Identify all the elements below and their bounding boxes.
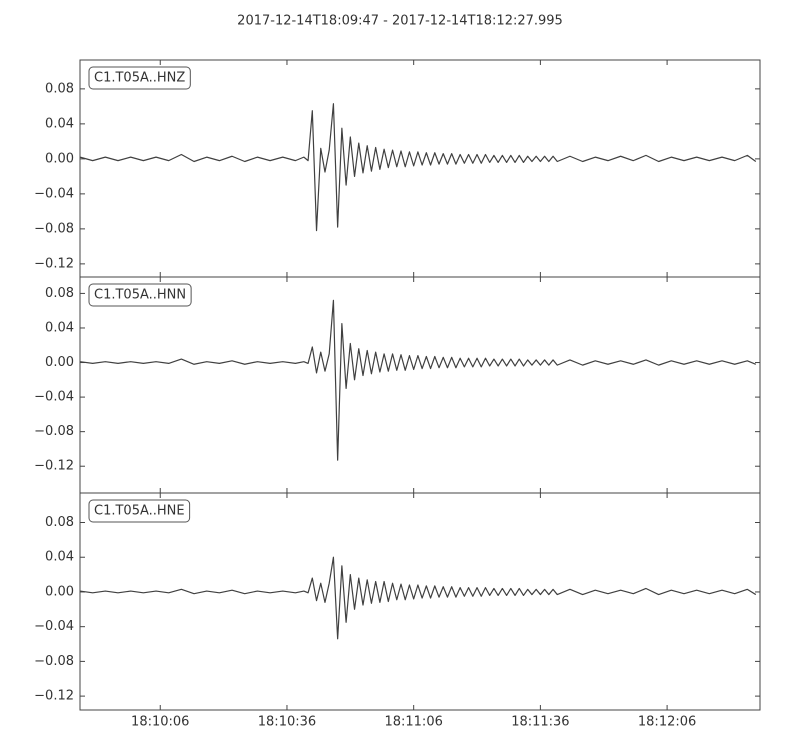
trace xyxy=(79,556,757,640)
x-tick-label: 18:10:06 xyxy=(131,715,189,730)
y-tick-label: −0.12 xyxy=(34,459,74,474)
y-tick-label: −0.08 xyxy=(34,424,74,439)
y-tick-label: 0.00 xyxy=(45,355,74,370)
axes-frame xyxy=(79,492,761,711)
y-tick-label: −0.08 xyxy=(34,221,74,236)
y-tick-label: −0.12 xyxy=(34,689,74,704)
trace-name: C1.T05A..HNE xyxy=(94,504,185,519)
x-tick-label: 18:12:06 xyxy=(638,715,696,730)
panel: −0.12 −0.08 −0.04 0.00 0.04 0.08 C1.T05A..HNN xyxy=(34,276,761,494)
y-tick-label: −0.04 xyxy=(34,186,74,201)
trace-label: C1.T05A..HNZ xyxy=(88,66,191,90)
trace xyxy=(79,103,757,232)
panel: −0.12 −0.08 −0.04 0.00 0.04 0.08 C1.T05A..HNZ xyxy=(34,59,761,278)
x-tick-label: 18:10:36 xyxy=(258,715,316,730)
label-box xyxy=(88,283,192,307)
chart-title: 2017-12-14T18:09:47 - 2017-12-14T18:12:2… xyxy=(237,14,563,29)
y-tick-label: 0.00 xyxy=(45,584,74,599)
trace-label: C1.T05A..HNE xyxy=(88,499,191,523)
y-tick-label: 0.00 xyxy=(45,151,74,166)
trace-name: C1.T05A..HNN xyxy=(94,288,186,303)
y-tick-label: 0.08 xyxy=(45,286,74,301)
y-tick-label: −0.04 xyxy=(34,619,74,634)
label-box xyxy=(88,66,191,90)
axes-frame xyxy=(79,59,761,278)
y-tick-label: −0.04 xyxy=(34,390,74,405)
y-tick-label: 0.04 xyxy=(45,550,74,565)
y-tick-label: 0.04 xyxy=(45,116,74,131)
x-tick-label: 18:11:06 xyxy=(384,715,442,730)
y-tick-label: 0.04 xyxy=(45,320,74,335)
y-tick-label: 0.08 xyxy=(45,81,74,96)
trace-name: C1.T05A..HNZ xyxy=(94,71,185,86)
trace-label: C1.T05A..HNN xyxy=(88,283,192,307)
axes-frame xyxy=(79,276,761,494)
label-box xyxy=(88,499,191,523)
y-tick-label: −0.08 xyxy=(34,654,74,669)
panel: −0.12 −0.08 −0.04 0.00 0.04 0.08 18:10:06 18:10… xyxy=(34,492,761,730)
y-tick-label: −0.12 xyxy=(34,256,74,271)
trace xyxy=(79,299,757,461)
x-tick-label: 18:11:36 xyxy=(511,715,569,730)
y-tick-label: 0.08 xyxy=(45,515,74,530)
